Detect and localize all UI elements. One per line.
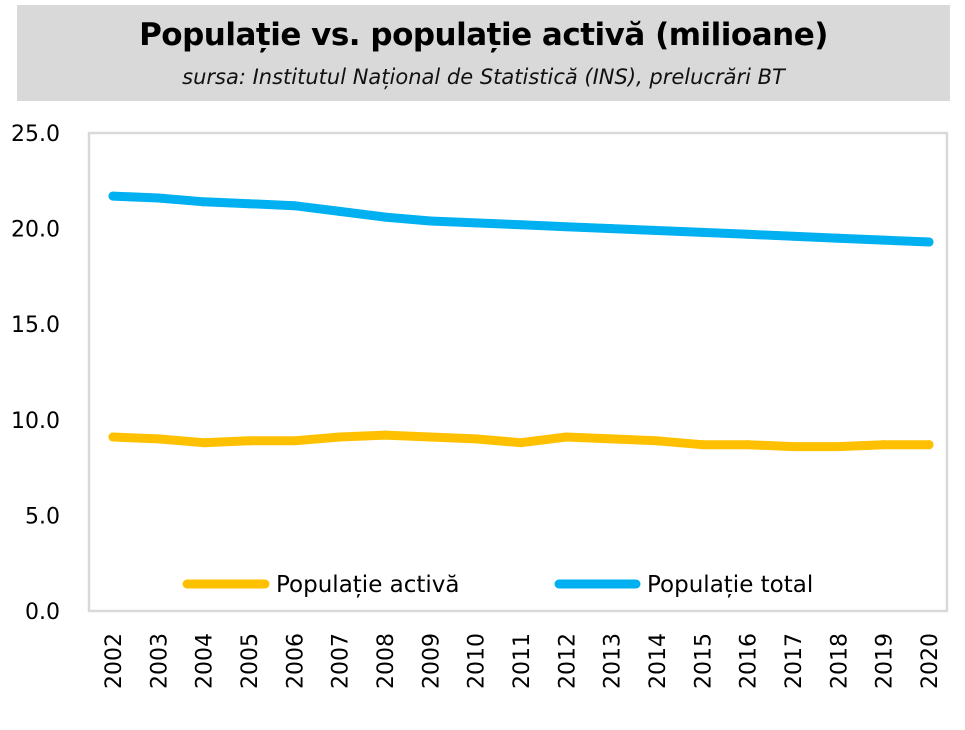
x-tick-label: 2020 — [918, 633, 943, 689]
x-tick-label: 2003 — [147, 633, 172, 689]
data-point — [561, 432, 571, 442]
x-tick-label: 2011 — [510, 633, 535, 689]
y-tick-label: 5.0 — [25, 504, 60, 529]
data-point — [516, 220, 526, 230]
data-point — [335, 432, 345, 442]
y-tick-label: 0.0 — [25, 600, 60, 625]
data-point — [879, 235, 889, 245]
data-point — [244, 199, 254, 209]
series-line-1 — [108, 191, 934, 247]
x-tick-label: 2013 — [601, 633, 626, 689]
legend-label-1: Populație total — [647, 572, 813, 598]
data-point — [743, 440, 753, 450]
x-tick-label: 2016 — [737, 633, 762, 689]
x-tick-label: 2008 — [374, 633, 399, 689]
y-axis-ticks: 0.0 5.0 10.0 15.0 20.0 25.0 — [11, 122, 60, 625]
data-point — [471, 434, 481, 444]
chart-title: Populație vs. populație activă (milioane… — [139, 17, 828, 53]
data-point — [425, 216, 435, 226]
data-point — [924, 440, 934, 450]
data-point — [289, 436, 299, 446]
y-tick-label: 25.0 — [11, 122, 60, 147]
x-tick-label: 2009 — [419, 633, 444, 689]
y-tick-label: 20.0 — [11, 218, 60, 243]
data-point — [380, 430, 390, 440]
data-point — [516, 438, 526, 448]
data-point — [743, 229, 753, 239]
x-tick-label: 2019 — [873, 633, 898, 689]
data-point — [788, 442, 798, 452]
data-point — [561, 222, 571, 232]
x-tick-label: 2004 — [193, 633, 218, 689]
legend-label-0: Populație activă — [276, 572, 460, 598]
data-point — [697, 440, 707, 450]
chart-subtitle: sursa: Institutul Național de Statistică… — [182, 65, 785, 89]
x-tick-label: 2002 — [102, 633, 127, 689]
data-point — [697, 227, 707, 237]
data-point — [244, 436, 254, 446]
data-point — [108, 432, 118, 442]
x-tick-label: 2017 — [782, 633, 807, 689]
data-point — [652, 226, 662, 236]
data-point — [788, 231, 798, 241]
x-tick-label: 2007 — [329, 633, 354, 689]
x-tick-label: 2015 — [691, 633, 716, 689]
y-tick-label: 10.0 — [11, 409, 60, 434]
data-point — [335, 206, 345, 216]
data-point — [607, 224, 617, 234]
data-point — [108, 191, 118, 201]
data-point — [199, 197, 209, 207]
series-lines — [108, 191, 934, 452]
x-tick-label: 2012 — [555, 633, 580, 689]
data-point — [153, 193, 163, 203]
x-tick-label: 2018 — [827, 633, 852, 689]
x-tick-label: 2006 — [283, 633, 308, 689]
data-point — [833, 233, 843, 243]
data-point — [471, 218, 481, 228]
data-point — [924, 237, 934, 247]
legend: Populație activă Populație total — [182, 572, 813, 598]
x-tick-label: 2014 — [646, 633, 671, 689]
title-banner: Populație vs. populație activă (milioane… — [17, 5, 950, 101]
x-axis-ticks: 2002 2003 2004 2005 2006 2007 2008 2009 2010 2011… — [102, 633, 943, 689]
x-tick-label: 2010 — [465, 633, 490, 689]
data-point — [289, 201, 299, 211]
data-point — [153, 434, 163, 444]
data-point — [652, 436, 662, 446]
data-point — [199, 438, 209, 448]
data-point — [879, 440, 889, 450]
data-point — [607, 434, 617, 444]
x-tick-label: 2005 — [238, 633, 263, 689]
data-point — [833, 442, 843, 452]
data-point — [380, 212, 390, 222]
y-tick-label: 15.0 — [11, 313, 60, 338]
plot-area-border — [87, 131, 949, 613]
data-point — [425, 432, 435, 442]
